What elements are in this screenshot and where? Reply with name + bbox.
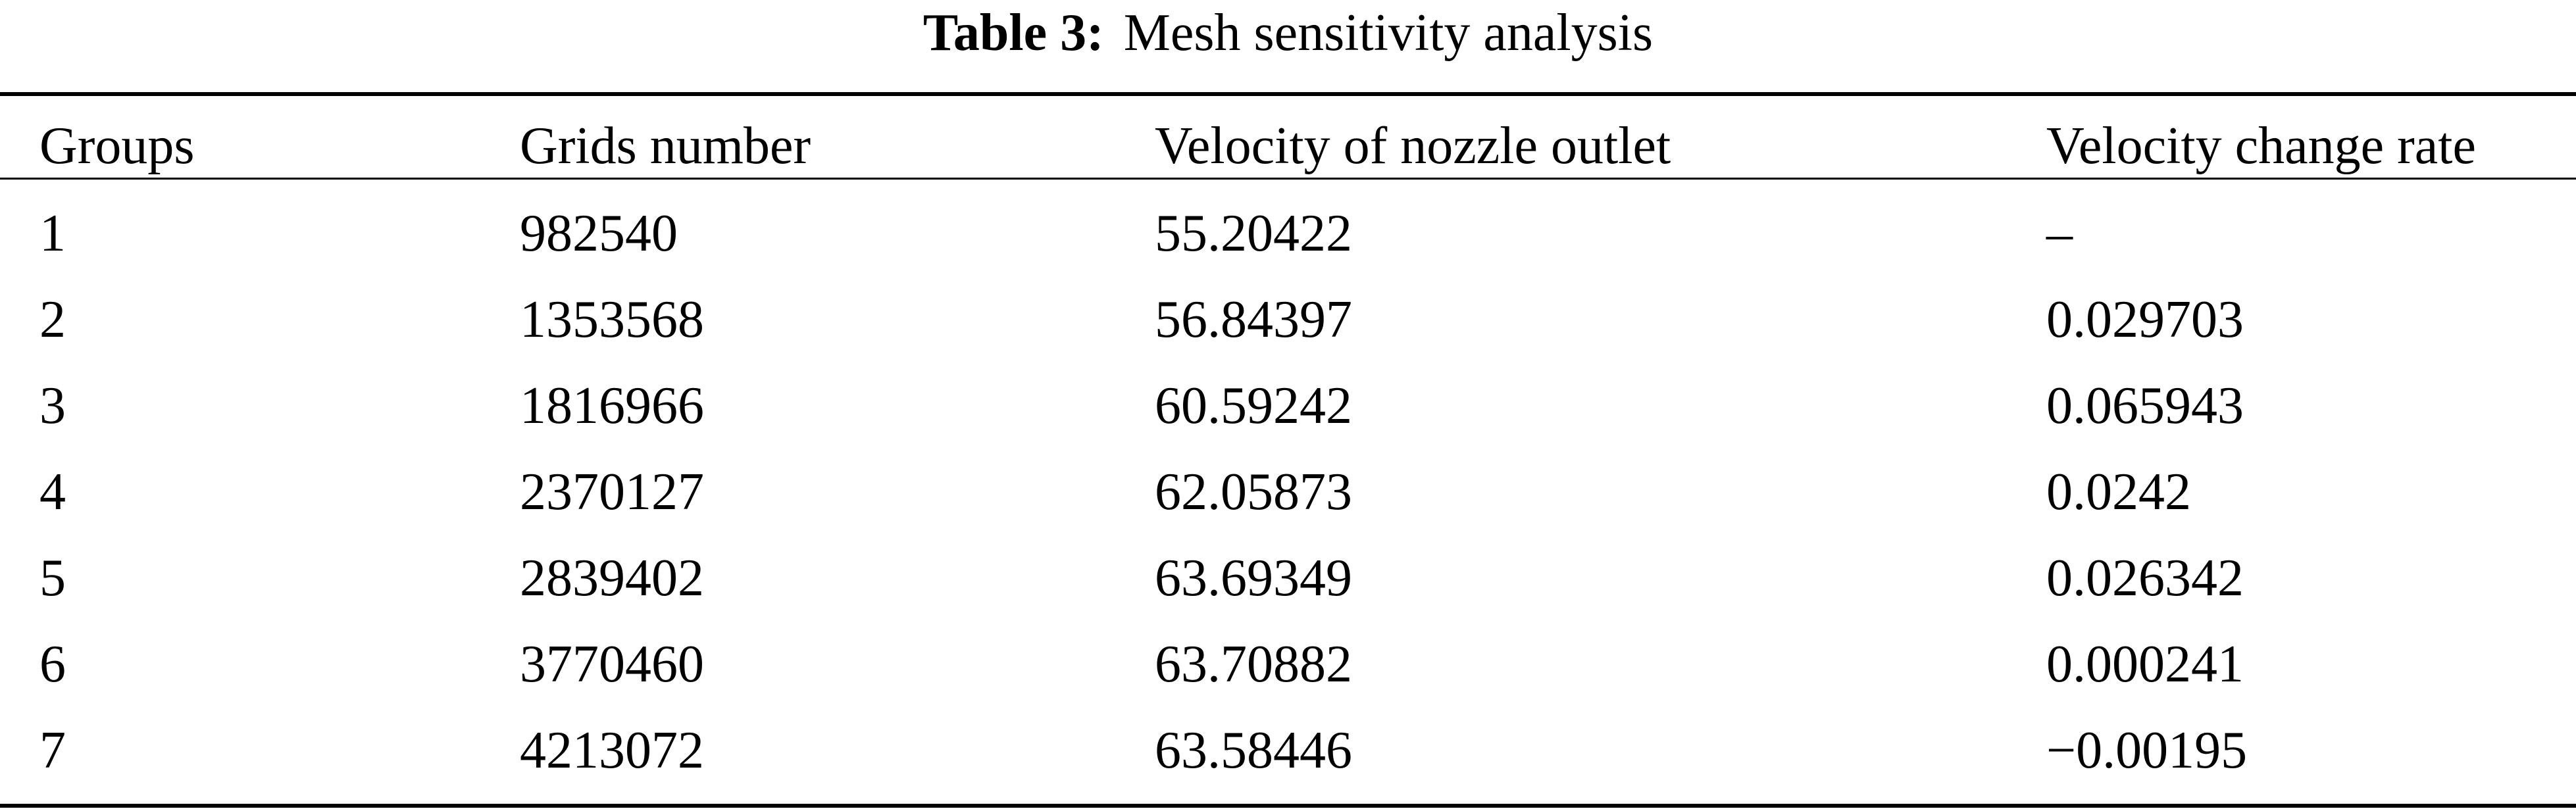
table-row: 1 982540 55.20422 – [0,191,2576,276]
column-header-groups: Groups [39,117,195,175]
table-row: 6 3770460 63.70882 0.000241 [0,622,2576,707]
column-header-velocity-change-rate: Velocity change rate [2046,117,2477,175]
table-bottom-rule [0,804,2576,808]
table-top-rule [0,92,2576,96]
cell-group: 2 [39,291,66,349]
cell-velocity: 63.70882 [1155,635,1352,693]
table-row: 2 1353568 56.84397 0.029703 [0,277,2576,362]
table-header-row: Groups Grids number Velocity of nozzle o… [0,105,2576,178]
table-row: 7 4213072 63.58446 −0.00195 [0,708,2576,793]
cell-velocity: 56.84397 [1155,291,1352,349]
cell-grids-number: 2370127 [520,463,704,521]
cell-group: 1 [39,205,66,262]
cell-grids-number: 1353568 [520,291,704,349]
column-header-velocity-nozzle-outlet: Velocity of nozzle outlet [1155,117,1671,175]
cell-velocity: 63.58446 [1155,722,1352,779]
cell-grids-number: 982540 [520,205,678,262]
cell-change-rate: 0.029703 [2046,291,2244,349]
cell-group: 7 [39,722,66,779]
cell-velocity: 55.20422 [1155,205,1352,262]
cell-change-rate: 0.026342 [2046,549,2244,607]
cell-group: 4 [39,463,66,521]
cell-group: 6 [39,635,66,693]
cell-grids-number: 2839402 [520,549,704,607]
cell-velocity: 62.05873 [1155,463,1352,521]
table-header-rule [0,178,2576,180]
table-row: 3 1816966 60.59242 0.065943 [0,363,2576,449]
cell-change-rate: 0.0242 [2046,463,2191,521]
cell-change-rate: – [2046,205,2073,262]
table-caption: Table 3: Mesh sensitivity analysis [0,0,2576,86]
cell-velocity: 63.69349 [1155,549,1352,607]
cell-velocity: 60.59242 [1155,377,1352,435]
cell-change-rate: −0.00195 [2046,722,2248,779]
table-caption-label: Table 3: [922,4,1104,62]
cell-group: 3 [39,377,66,435]
cell-grids-number: 3770460 [520,635,704,693]
cell-change-rate: 0.065943 [2046,377,2244,435]
cell-grids-number: 4213072 [520,722,704,779]
cell-change-rate: 0.000241 [2046,635,2244,693]
column-header-grids-number: Grids number [520,117,811,175]
table-row: 4 2370127 62.05873 0.0242 [0,449,2576,535]
table-caption-title: Mesh sensitivity analysis [1123,4,1654,62]
cell-grids-number: 1816966 [520,377,704,435]
cell-group: 5 [39,549,66,607]
table-row: 5 2839402 63.69349 0.026342 [0,535,2576,621]
